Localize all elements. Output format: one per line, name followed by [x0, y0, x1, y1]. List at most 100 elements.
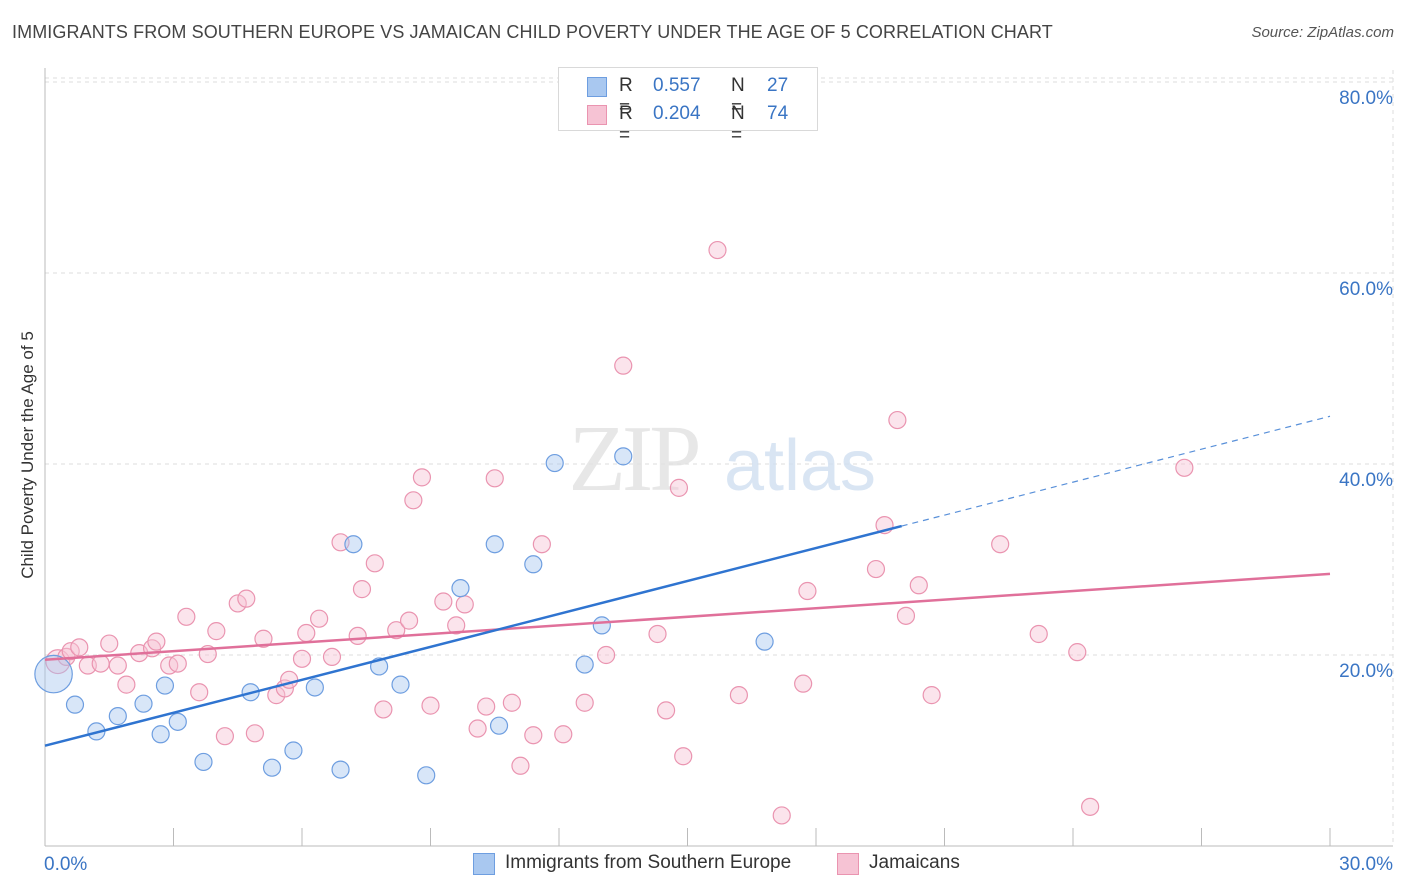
- southern-europe-point: [755, 632, 774, 651]
- jamaicans-point: [352, 580, 372, 599]
- jamaicans-point: [117, 675, 136, 694]
- y-tick-label: 80.0%: [1339, 88, 1393, 109]
- jamaicans-point: [387, 621, 406, 640]
- jamaicans-point: [245, 724, 264, 743]
- jamaicans-point: [292, 649, 312, 668]
- southern-europe-point: [305, 678, 324, 697]
- x-tick-label: 30.0%: [1339, 854, 1393, 875]
- southern-europe-point: [575, 655, 594, 674]
- jamaicans-point: [399, 611, 419, 630]
- jamaicans-point: [729, 686, 749, 705]
- axes: [44, 68, 1393, 847]
- jamaicans-point: [147, 632, 166, 651]
- bottom-legend-swatch-blue: [473, 853, 495, 875]
- southern-europe-point: [262, 758, 282, 777]
- southern-europe-trend-line: [44, 524, 902, 747]
- bottom-legend-label: Immigrants from Southern Europe: [505, 852, 792, 873]
- southern-europe-point: [284, 741, 303, 760]
- jamaicans-point: [708, 240, 727, 260]
- jamaicans-point: [477, 697, 496, 716]
- jamaicans-point: [532, 535, 551, 554]
- jamaicans-point: [524, 726, 543, 745]
- y-tick-label: 60.0%: [1339, 279, 1393, 300]
- jamaicans-point: [404, 491, 423, 510]
- southern-europe-point: [451, 579, 470, 598]
- southern-europe-point: [65, 695, 85, 714]
- jamaicans-point: [922, 686, 941, 705]
- jamaicans-point: [237, 589, 256, 608]
- jamaicans-point: [61, 642, 80, 661]
- jamaicans-point: [648, 624, 667, 644]
- southern-europe-point: [489, 716, 509, 735]
- jamaicans-point: [888, 410, 907, 430]
- bottom-legend-label: Jamaicans: [869, 852, 960, 873]
- jamaicans-point: [1068, 643, 1087, 662]
- southern-europe-point: [344, 535, 363, 554]
- legend-n-value: 74: [767, 103, 789, 124]
- jamaicans-points: [45, 240, 1194, 825]
- jamaicans-point: [421, 696, 440, 715]
- jamaicans-point: [669, 478, 689, 497]
- grid-lines: [45, 70, 1394, 846]
- legend-n-label: N =: [731, 103, 745, 146]
- jamaicans-point: [374, 700, 393, 719]
- jamaicans-point: [190, 683, 209, 702]
- southern-europe-point: [592, 616, 611, 635]
- legend-swatch-blue: [587, 77, 607, 97]
- jamaicans-point: [254, 629, 273, 648]
- southern-europe-point: [331, 760, 350, 779]
- southern-europe-point: [108, 707, 127, 726]
- legend-n-label: N =: [731, 75, 745, 118]
- jamaicans-point: [108, 656, 127, 675]
- jamaicans-point: [412, 468, 432, 487]
- jamaicans-point: [798, 581, 817, 601]
- jamaicans-point: [207, 622, 226, 641]
- southern-europe-point: [417, 766, 436, 785]
- chart-title: IMMIGRANTS FROM SOUTHERN EUROPE VS JAMAI…: [12, 22, 1053, 42]
- legend-r-value: 0.204: [653, 103, 701, 124]
- legend-r-label: R =: [619, 103, 633, 146]
- southern-europe-point: [194, 752, 213, 772]
- southern-europe-point: [485, 535, 504, 554]
- bottom-legend-swatch-pink: [837, 853, 859, 875]
- legend-r-label: R =: [619, 75, 633, 118]
- y-tick-label: 40.0%: [1339, 470, 1393, 491]
- watermark: ZIP atlas: [569, 407, 877, 511]
- southern-europe-point: [545, 453, 564, 473]
- jamaicans-point: [674, 747, 693, 766]
- jamaicans-point: [502, 693, 521, 712]
- jamaicans-point: [447, 616, 466, 635]
- jamaicans-point: [1081, 797, 1100, 816]
- jamaicans-point: [70, 638, 89, 657]
- source-label: Source: ZipAtlas.com: [1251, 24, 1394, 41]
- x-tick-label: 0.0%: [44, 854, 87, 875]
- jamaicans-trend-line: [44, 572, 1331, 662]
- jamaicans-point: [177, 607, 196, 626]
- jamaicans-point: [100, 634, 119, 653]
- southern-europe-point: [524, 555, 543, 574]
- jamaicans-point: [575, 693, 594, 712]
- watermark-zip: ZIP: [569, 407, 699, 511]
- legend-swatch-pink: [587, 105, 607, 125]
- legend-n-value: 27: [767, 75, 789, 96]
- southern-europe-point: [168, 712, 187, 731]
- jamaicans-point: [794, 674, 813, 693]
- jamaicans-point: [348, 626, 367, 646]
- jamaicans-point: [614, 356, 633, 375]
- jamaicans-point: [322, 647, 342, 667]
- jamaicans-point: [215, 727, 234, 746]
- southern-europe-points: [34, 447, 774, 785]
- jamaicans-point: [1175, 458, 1194, 477]
- watermark-atlas: atlas: [724, 426, 876, 506]
- trend-lines: [44, 415, 1331, 747]
- southern-europe-point: [151, 725, 170, 744]
- jamaicans-point: [228, 594, 247, 613]
- jamaicans-point: [168, 654, 187, 673]
- jamaicans-point: [991, 535, 1010, 554]
- jamaicans-point: [909, 576, 928, 595]
- tick-labels: 20.0% 40.0% 60.0% 80.0% 0.0% 30.0%: [44, 88, 1393, 875]
- southern-europe-point: [34, 654, 73, 694]
- southern-europe-trend-extension: [901, 415, 1331, 527]
- jamaicans-point: [597, 645, 616, 665]
